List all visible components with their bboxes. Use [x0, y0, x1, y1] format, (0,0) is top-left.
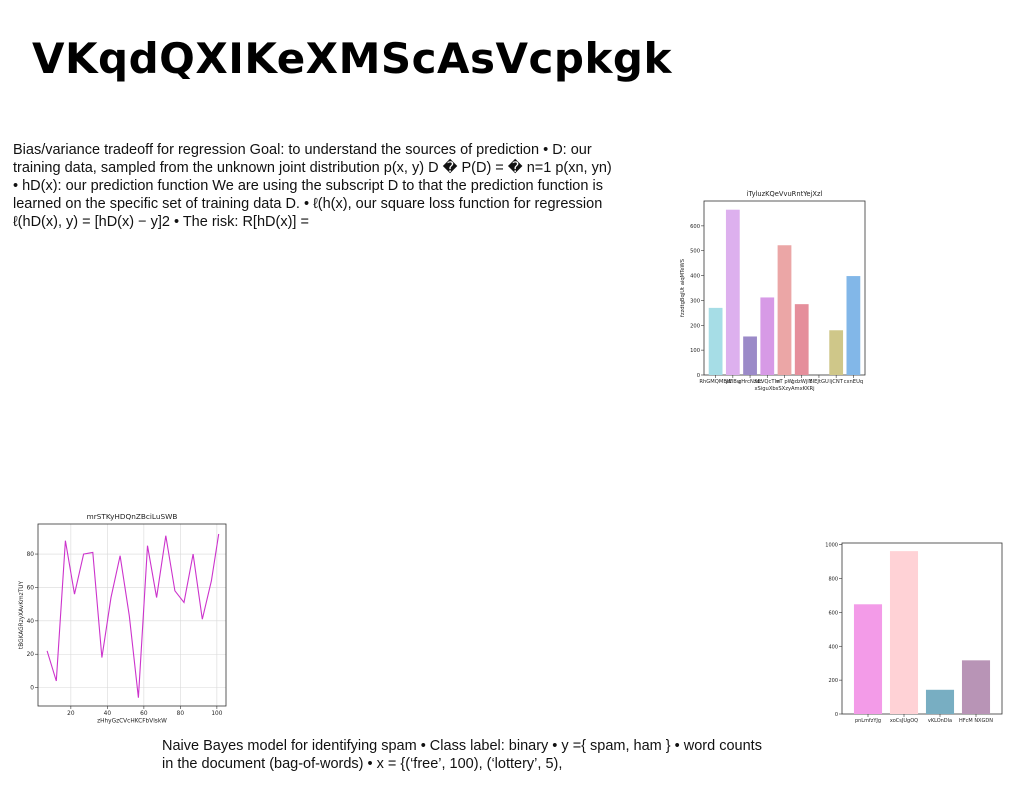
x-tick-label: 20 [67, 711, 75, 717]
x-tick-label: 80 [177, 711, 185, 717]
y-tick-label: 100 [690, 348, 700, 354]
y-tick-label: 800 [828, 577, 838, 583]
plot-frame [37, 523, 227, 707]
x-tick-label: vKLOnDla [928, 718, 952, 724]
bar [925, 689, 955, 714]
x-tick-label: SEVQcTIw [754, 379, 781, 385]
y-axis-label: fzzdtgBqjUt aiqMTeWS [680, 259, 686, 317]
x-tick-label: 60 [140, 711, 148, 717]
bar-chart-2: 0 200 400 600 800 1000 pnLmfzYJg xoCsJUgOQ vKLOn… [825, 542, 1003, 724]
x-tick-label: xoCsJUgOQ [890, 718, 918, 724]
x-tick-label: RhGMQMBW [699, 379, 731, 385]
line-chart: 20 40 60 80 100 0 20 40 60 80 mrSTKyHDQnZBciLuSWB z… [19, 512, 227, 724]
y-tick-label: 80 [27, 552, 35, 558]
series-line [46, 533, 220, 698]
bar [708, 307, 723, 375]
bar [760, 297, 775, 375]
y-tick-label: 0 [697, 373, 700, 379]
y-axis-label: tBGKAGRzyXAvKmzTUY [19, 581, 25, 649]
y-tick-label: 1000 [825, 543, 838, 549]
x-tick-label: 40 [104, 711, 112, 717]
bar [889, 551, 919, 714]
bar-chart-1: 0 100 200 300 400 500 600 RhGMQMBWyElBugHrcNzsc… [680, 190, 866, 392]
chart-title: mrSTKyHDQnZBciLuSWB [87, 512, 178, 521]
x-tick-label: ljCNT [829, 379, 843, 385]
y-tick-label: 600 [828, 610, 838, 616]
y-tick-label: 200 [690, 323, 700, 329]
y-tick-label: 300 [690, 298, 700, 304]
y-tick-label: 200 [828, 678, 838, 684]
bar [829, 330, 844, 375]
y-tick-label: 0 [30, 686, 34, 692]
x-tick-label: HFcM NXGDN [959, 718, 993, 724]
bar [725, 209, 740, 375]
bar [853, 604, 883, 714]
x-tick-label: yElBu [726, 379, 741, 385]
paragraph-naive-bayes: Naive Bayes model for identifying spam •… [162, 738, 762, 772]
y-tick-label: 600 [690, 224, 700, 230]
y-tick-label: 400 [690, 274, 700, 280]
y-tick-label: 60 [27, 585, 35, 591]
x-tick-label: gHrcNzsc [738, 379, 762, 385]
y-tick-label: 0 [835, 712, 838, 718]
x-tick-label: 100 [211, 711, 222, 717]
y-tick-label: 40 [27, 619, 35, 625]
paragraph-bias-variance: Bias/variance tradeoff for regression Go… [13, 142, 612, 230]
x-tick-label: pnLmfzYJg [855, 718, 881, 724]
bar [794, 304, 809, 375]
x-tick-label: cxnEUq [844, 379, 864, 385]
y-tick-label: 500 [690, 249, 700, 255]
slide-title: VKqdQXIKeXMScAsVcpkgk [32, 34, 672, 83]
plot-frame [841, 542, 1003, 715]
x-axis-label: xSiguXbsSXzyAmxKKRj [754, 386, 814, 392]
x-tick-label: gdzWjIY [791, 379, 812, 385]
bar [743, 336, 757, 375]
y-tick-label: 400 [828, 644, 838, 650]
chart-title: iTyluzKQeVvuRntYejXzl [747, 190, 823, 198]
y-tick-label: 20 [27, 652, 35, 658]
bar [846, 276, 861, 375]
x-axis-label: zHhyGzCVcHKCFbVlskW [97, 718, 167, 724]
bar [777, 245, 792, 375]
x-tick-label: BIEJtGU [809, 379, 829, 385]
x-tick-label: nT pW [776, 379, 793, 385]
bar [961, 660, 991, 714]
